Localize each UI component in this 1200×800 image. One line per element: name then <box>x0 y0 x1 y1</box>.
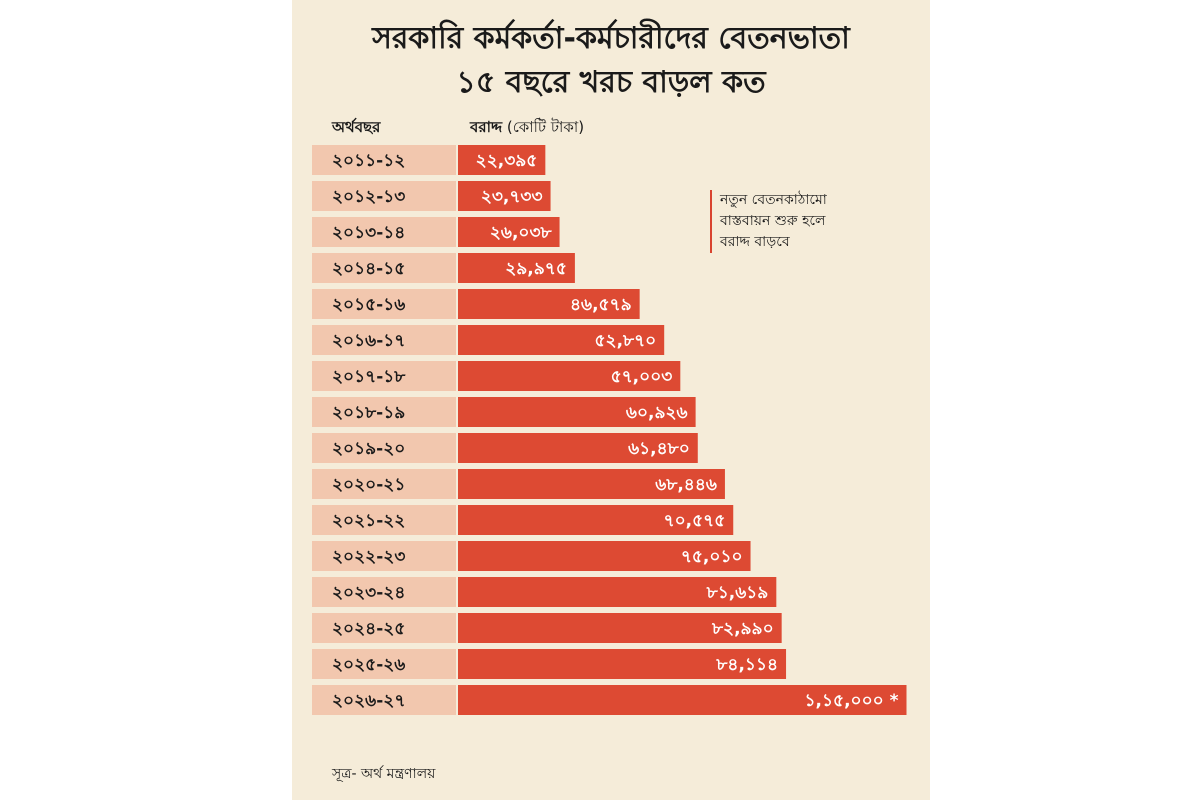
year-label-bg <box>312 253 456 283</box>
bar <box>458 613 782 643</box>
bar-value-label: ৫২,৮৭০ <box>595 331 657 351</box>
year-label-bg <box>312 685 456 715</box>
bar-value-label: ২২,৩৯৫ <box>476 151 538 171</box>
bar <box>458 469 725 499</box>
year-label-bg <box>312 361 456 391</box>
bar <box>458 433 698 463</box>
annotation-line-3: বরাদ্দ বাড়বে <box>720 234 790 250</box>
bar <box>458 253 575 283</box>
year-label-bg <box>312 433 456 463</box>
year-label: ২০১৮-১৯ <box>332 403 405 423</box>
annotation-line-1: নতুন বেতনকাঠামো <box>720 192 827 208</box>
year-label-bg <box>312 577 456 607</box>
bar-value-label: ৫৭,০০৩ <box>611 367 673 387</box>
source-note: সূত্র- অর্থ মন্ত্রণালয় <box>332 766 436 782</box>
year-label: ২০১২-১৩ <box>332 187 405 207</box>
annotation-note: নতুন বেতনকাঠামো বাস্তবায়ন শুরু হলে বরাদ… <box>710 190 900 253</box>
annotation-line-2: বাস্তবায়ন শুরু হলে <box>720 213 826 229</box>
value-header-unit: (কোটি টাকা) <box>506 118 585 136</box>
bar-value-label: ৭৫,০১০ <box>681 547 743 567</box>
bar-value-label: ২৯,৯৭৫ <box>505 259 567 279</box>
bar <box>458 361 681 391</box>
bar <box>458 685 907 715</box>
year-label-bg <box>312 145 456 175</box>
bar-value-label: ৬০,৯২৬ <box>626 403 688 423</box>
category-header: অর্থবছর <box>332 118 381 136</box>
value-header: বরাদ্দ (কোটি টাকা) <box>470 116 584 141</box>
chart-subtitle: ১৫ বছরে খরচ বাড়ল কত <box>456 65 766 100</box>
bar <box>458 145 546 175</box>
chart-title: সরকারি কর্মকর্তা-কর্মচারীদের বেতনভাতা <box>372 21 850 56</box>
year-label-bg <box>312 181 456 211</box>
year-label-bg <box>312 217 456 247</box>
bar-value-label: ৮৪,১১৪ <box>715 655 778 675</box>
year-label: ২০১৩-১৪ <box>332 223 405 243</box>
year-label: ২০২১-২২ <box>332 511 405 531</box>
bar-chart: ২০১১-১২ ২২,৩৯৫ ২০১২-১৩ ২৩,৭৩৩ ২০১৩-১৪ ২৬,০৩৮ ২… <box>312 145 907 715</box>
bar-value-label: ৮১,৬১৯ <box>706 583 769 603</box>
bar-value-label: ২৩,৭৩৩ <box>481 187 543 207</box>
year-label-bg <box>312 505 456 535</box>
year-label: ২০২৪-২৫ <box>332 619 405 639</box>
year-label-bg <box>312 325 456 355</box>
bar-value-label: ১,১৫,০০০ * <box>805 691 899 711</box>
year-label: ২০২৫-২৬ <box>332 655 405 675</box>
bar <box>458 397 696 427</box>
year-label: ২০১৬-১৭ <box>332 331 405 351</box>
bar-value-label: ৮২,৯৯০ <box>711 619 774 639</box>
year-label: ২০১৪-১৫ <box>332 259 405 279</box>
bar-value-label: ৭০,৫৭৫ <box>664 511 726 531</box>
bar-value-label: ৬৮,৪৪৬ <box>655 475 717 495</box>
year-label: ২০১১-১২ <box>332 151 405 171</box>
bar-value-label: ২৬,০৩৮ <box>490 223 553 243</box>
bar-value-label: ৬১,৪৮০ <box>628 439 690 459</box>
bar-value-label: ৪৬,৫৭৯ <box>570 295 632 315</box>
year-label-bg <box>312 649 456 679</box>
year-label: ২০২৩-২৪ <box>332 583 405 603</box>
bar <box>458 649 787 679</box>
bar <box>458 217 560 247</box>
bar <box>458 289 640 319</box>
value-header-bold: বরাদ্দ <box>470 118 503 136</box>
bar <box>458 505 734 535</box>
year-label-bg <box>312 289 456 319</box>
year-label-bg <box>312 469 456 499</box>
year-label: ২০২০-২১ <box>332 475 405 495</box>
year-label-bg <box>312 613 456 643</box>
bar <box>458 577 777 607</box>
year-label: ২০১৯-২০ <box>332 439 405 459</box>
year-label: ২০১৭-১৮ <box>332 367 406 387</box>
bar <box>458 181 551 211</box>
year-label: ২০১৫-১৬ <box>332 295 405 315</box>
infographic-poster: সরকারি কর্মকর্তা-কর্মচারীদের বেতনভাতা ১৫… <box>292 0 930 800</box>
year-label-bg <box>312 397 456 427</box>
year-label: ২০২৬-২৭ <box>332 691 405 711</box>
bar <box>458 541 751 571</box>
year-label-bg <box>312 541 456 571</box>
year-label: ২০২২-২৩ <box>332 547 405 567</box>
bar <box>458 325 665 355</box>
